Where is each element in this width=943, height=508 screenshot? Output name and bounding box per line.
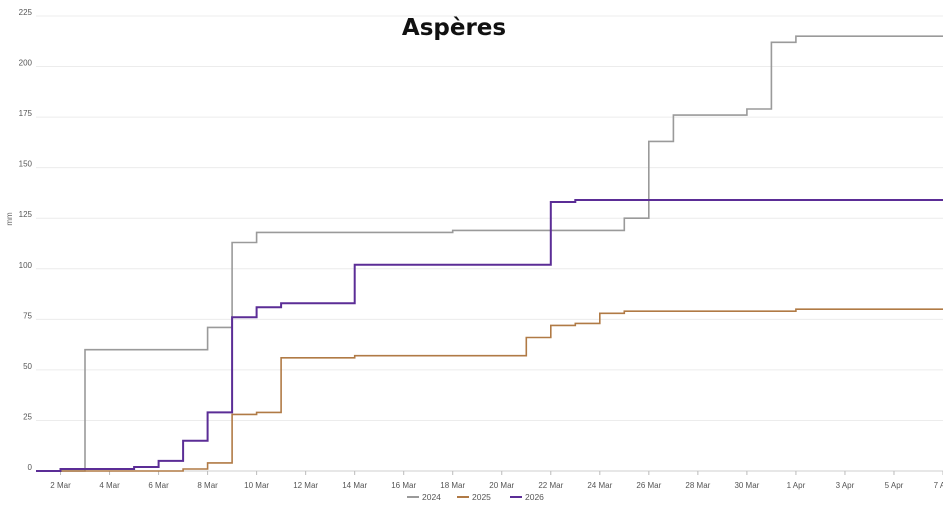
x-tick-label: 16 Mar bbox=[391, 481, 416, 490]
legend-label-2026: 2026 bbox=[525, 492, 544, 502]
series-line-2025 bbox=[36, 308, 943, 472]
x-tick-label: 3 Apr bbox=[836, 481, 855, 490]
x-tick-label: 2 Mar bbox=[50, 481, 71, 490]
legend-label-2025: 2025 bbox=[472, 492, 491, 502]
x-tick-label: 28 Mar bbox=[685, 481, 710, 490]
series-lines bbox=[36, 35, 943, 472]
x-tick-label: 24 Mar bbox=[587, 481, 612, 490]
y-tick-label: 175 bbox=[19, 109, 33, 118]
x-tick-label: 6 Mar bbox=[148, 481, 169, 490]
x-tick-label: 26 Mar bbox=[636, 481, 661, 490]
x-axis-ticks: 2 Mar 4 Mar 6 Mar 8 Mar 10 Mar 12 Mar 14 Mar 16… bbox=[50, 471, 943, 490]
x-tick-label: 30 Mar bbox=[734, 481, 759, 490]
series-line-2026 bbox=[36, 199, 943, 472]
x-tick-label: 7 Apr bbox=[934, 481, 943, 490]
x-tick-label: 1 Apr bbox=[787, 481, 806, 490]
x-tick-label: 5 Apr bbox=[885, 481, 904, 490]
y-tick-label: 25 bbox=[23, 412, 32, 421]
y-tick-label: 0 bbox=[28, 463, 33, 472]
x-tick-label: 4 Mar bbox=[99, 481, 120, 490]
x-tick-label: 8 Mar bbox=[197, 481, 218, 490]
y-axis-ticks: 0 25 50 75 100 125 150 175 200 225 bbox=[19, 8, 33, 472]
y-axis-label: mm bbox=[5, 212, 14, 226]
x-tick-label: 10 Mar bbox=[244, 481, 269, 490]
x-tick-label: 14 Mar bbox=[342, 481, 367, 490]
y-tick-label: 225 bbox=[19, 8, 33, 17]
y-tick-label: 150 bbox=[19, 160, 33, 169]
chart-title: Aspères bbox=[402, 15, 506, 41]
legend-label-2024: 2024 bbox=[422, 492, 441, 502]
series-line-2024 bbox=[36, 35, 943, 472]
grid-lines bbox=[36, 15, 943, 472]
y-tick-label: 200 bbox=[19, 59, 33, 68]
y-tick-label: 75 bbox=[23, 311, 32, 320]
y-tick-label: 50 bbox=[23, 362, 32, 371]
x-tick-label: 18 Mar bbox=[440, 481, 465, 490]
y-tick-label: 100 bbox=[19, 261, 33, 270]
y-tick-label: 125 bbox=[19, 210, 33, 219]
x-tick-label: 22 Mar bbox=[538, 481, 563, 490]
legend: 2024 2025 2026 bbox=[407, 492, 544, 502]
x-tick-label: 12 Mar bbox=[293, 481, 318, 490]
x-tick-label: 20 Mar bbox=[489, 481, 514, 490]
